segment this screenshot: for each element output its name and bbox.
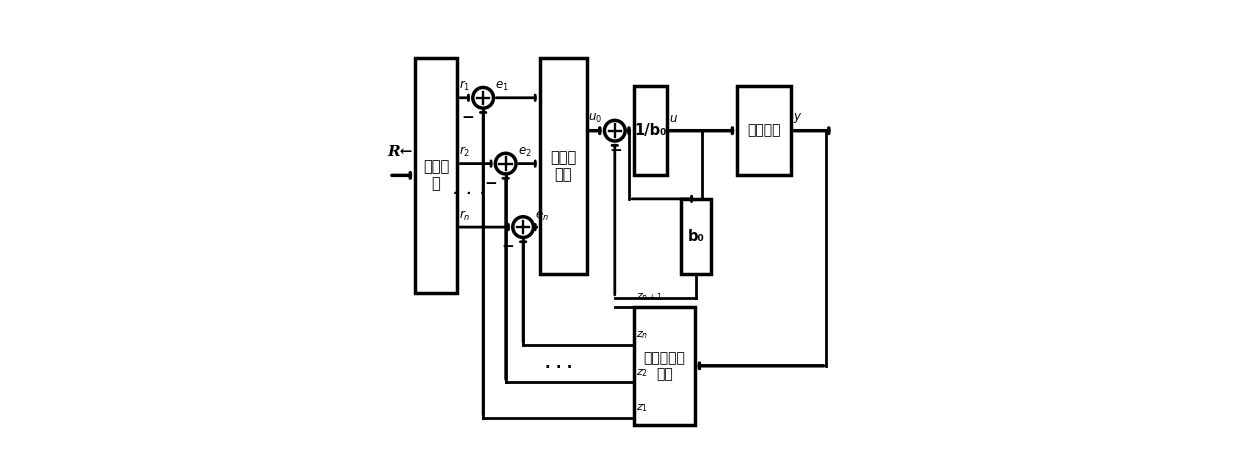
Circle shape [473, 88, 493, 108]
Circle shape [513, 217, 534, 237]
Text: $y$: $y$ [793, 111, 803, 125]
Text: $r_1$: $r_1$ [460, 79, 471, 93]
FancyBboxPatch shape [737, 86, 792, 175]
Text: $z_1$: $z_1$ [636, 402, 648, 414]
FancyBboxPatch shape [680, 199, 711, 274]
Text: ·  ·  ·: · · · [453, 186, 484, 200]
FancyBboxPatch shape [633, 86, 667, 175]
Text: $e_1$: $e_1$ [496, 80, 509, 93]
Text: $e_n$: $e_n$ [535, 210, 549, 223]
Text: . . .: . . . [545, 356, 572, 371]
Text: R←: R← [388, 145, 413, 159]
Text: −: − [610, 143, 622, 158]
Text: $r_n$: $r_n$ [460, 209, 471, 223]
Text: $z_{n+1}$: $z_{n+1}$ [636, 291, 663, 303]
Text: 被控对象: 被控对象 [747, 124, 781, 138]
Circle shape [605, 120, 626, 141]
Text: −: − [484, 176, 497, 191]
Text: $z_2$: $z_2$ [636, 367, 648, 378]
Text: 1/b₀: 1/b₀ [634, 123, 667, 138]
Text: 反馈控
制律: 反馈控 制律 [550, 150, 576, 182]
Text: b₀: b₀ [688, 229, 704, 244]
Text: $e_2$: $e_2$ [518, 146, 532, 159]
Circle shape [496, 153, 517, 174]
Text: $r_2$: $r_2$ [460, 145, 471, 159]
Text: $u$: $u$ [669, 112, 678, 125]
FancyBboxPatch shape [539, 58, 586, 274]
Text: $u_0$: $u_0$ [589, 112, 602, 125]
Text: 扩张状态观
测器: 扩张状态观 测器 [643, 350, 685, 381]
Text: −: − [462, 110, 475, 125]
FancyBboxPatch shape [633, 307, 695, 425]
FancyBboxPatch shape [415, 58, 457, 293]
Text: 过滤过
程: 过滤过 程 [422, 159, 450, 192]
Text: −: − [502, 239, 514, 254]
Text: $z_n$: $z_n$ [636, 329, 648, 341]
